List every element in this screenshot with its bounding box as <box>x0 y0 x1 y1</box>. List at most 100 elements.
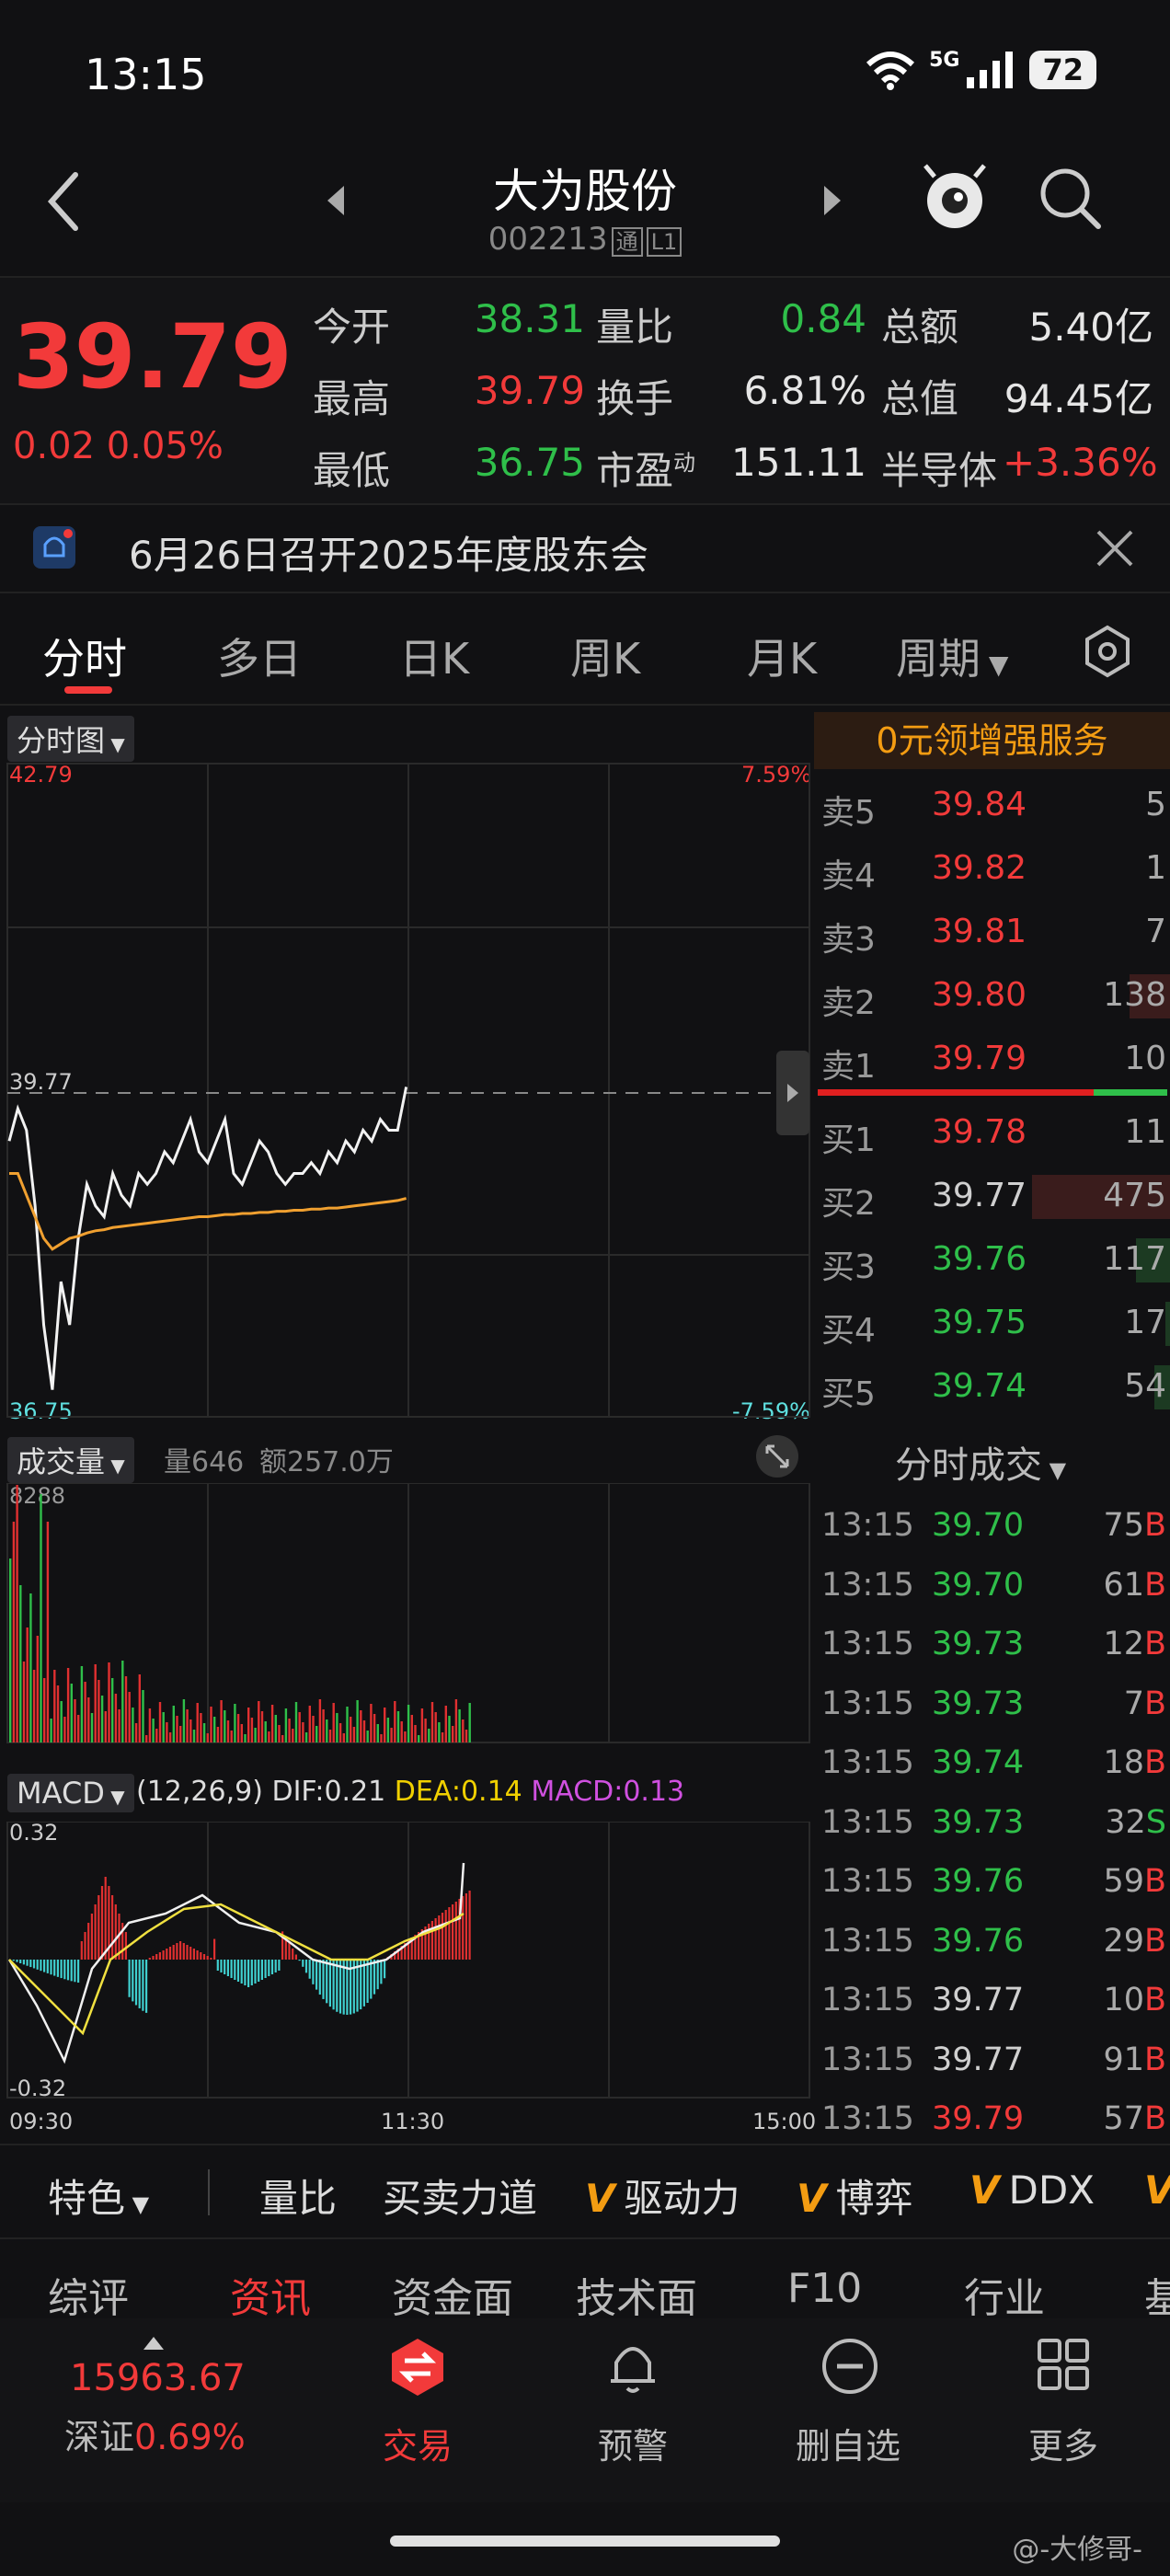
volume-bar <box>1164 1302 1170 1346</box>
sector-name[interactable]: 半导体 <box>881 448 998 493</box>
tick-row[interactable]: 13:15 39.73 7B <box>814 1676 1170 1735</box>
macd-bar <box>202 1954 206 1960</box>
wifi-icon <box>866 52 915 90</box>
macd-bar <box>53 1960 56 1976</box>
book-row[interactable]: 卖3 39.81 7 <box>814 902 1170 964</box>
macd-select[interactable]: MACD ▼ <box>7 1774 134 1812</box>
volume-bar <box>124 1676 128 1742</box>
indicator-game[interactable]: V 博弈 <box>797 2168 913 2224</box>
info-tabs: 综评 资讯 资金面 技术面 F10 行业 基 <box>0 2245 1170 2322</box>
volume-bar <box>244 1734 247 1742</box>
tab-monthly-k[interactable]: 月K <box>747 634 818 684</box>
tab-technical[interactable]: 技术面 <box>576 2275 697 2322</box>
volume-bar <box>60 1701 63 1742</box>
volume-bar <box>46 1522 50 1742</box>
book-row[interactable]: 买1 39.78 11 <box>814 1102 1170 1165</box>
prev-stock-icon[interactable] <box>324 182 348 219</box>
tab-industry[interactable]: 行业 <box>964 2275 1045 2322</box>
settings-hexagon-icon[interactable] <box>1080 624 1135 679</box>
price-chart[interactable] <box>0 708 814 1426</box>
tick-row[interactable]: 13:15 39.79 57B <box>814 2091 1170 2150</box>
tick-price: 39.73 <box>932 1803 1025 1841</box>
book-row[interactable]: 买3 39.76 117 <box>814 1229 1170 1292</box>
volume-bar <box>288 1719 291 1742</box>
tick-volume: 57B <box>1103 2100 1166 2137</box>
indicator-ddx[interactable]: V DDX <box>969 2168 1095 2213</box>
indicator-volume-ratio[interactable]: 量比 <box>259 2176 338 2221</box>
tick-row[interactable]: 13:15 39.73 12B <box>814 1616 1170 1675</box>
indicator-game-label: 博弈 <box>835 2176 913 2221</box>
tick-row[interactable]: 13:15 39.70 75B <box>814 1498 1170 1557</box>
notice-bar[interactable]: 6月26日召开2025年度股东会 <box>0 504 1170 593</box>
nav-alert[interactable]: 预警 <box>559 2318 706 2493</box>
tick-row[interactable]: 13:15 39.73 32S <box>814 1795 1170 1854</box>
volume-bar <box>1153 1365 1170 1409</box>
indicator-buy-sell-force[interactable]: 买卖力道 <box>383 2176 538 2221</box>
book-level-label: 买2 <box>821 1185 876 1223</box>
book-price: 39.79 <box>932 1040 1027 1077</box>
tick-row[interactable]: 13:15 39.77 91B <box>814 2032 1170 2091</box>
macd-bar <box>66 1960 70 1981</box>
tab-fund[interactable]: 基 <box>1144 2275 1170 2322</box>
home-indicator[interactable] <box>390 2536 780 2547</box>
tick-row[interactable]: 13:15 39.74 18B <box>814 1735 1170 1794</box>
promo-banner[interactable]: 0元领增强服务 <box>814 712 1170 769</box>
nav-more[interactable]: 更多 <box>990 2318 1137 2493</box>
ticks-title[interactable]: 分时成交 ▼ <box>895 1435 1066 1489</box>
sector-change[interactable]: +3.36% <box>1003 440 1158 485</box>
vip-v-icon: V <box>585 2176 615 2221</box>
close-icon[interactable] <box>1095 528 1135 569</box>
nav-trade[interactable]: 交易 <box>344 2318 491 2493</box>
stock-name: 大为股份 <box>493 165 677 218</box>
book-row[interactable]: 卖2 39.80 138 <box>814 965 1170 1028</box>
tab-intraday[interactable]: 分时 <box>42 634 127 684</box>
volume-bar <box>210 1707 212 1742</box>
feature-select[interactable]: 特色 ▼ <box>48 2168 149 2224</box>
volume-bar <box>352 1727 356 1742</box>
pe-label-text: 市盈 <box>596 448 674 493</box>
macd-bar <box>302 1960 304 1967</box>
assistant-robot-icon[interactable] <box>920 160 990 234</box>
tab-period[interactable]: 周期 ▼ <box>896 626 1008 686</box>
volume-bar <box>216 1727 220 1742</box>
tick-price: 39.76 <box>932 1863 1025 1900</box>
tick-row[interactable]: 13:15 39.70 61B <box>814 1558 1170 1616</box>
volume-select[interactable]: 成交量 ▼ <box>7 1437 134 1483</box>
macd-bar <box>356 1960 359 2012</box>
book-row[interactable]: 买4 39.75 17 <box>814 1293 1170 1355</box>
volume-chart[interactable] <box>0 1483 814 1759</box>
back-arrow-icon[interactable] <box>44 169 81 234</box>
macd-bar <box>284 1937 287 1960</box>
tab-f10[interactable]: F10 <box>787 2265 863 2312</box>
book-row[interactable]: 卖1 39.79 10 <box>814 1029 1170 1091</box>
tick-time: 13:15 <box>821 1744 914 1781</box>
tab-multiday[interactable]: 多日 <box>217 634 302 684</box>
tab-overview[interactable]: 综评 <box>48 2275 129 2322</box>
tab-news[interactable]: 资讯 <box>230 2275 311 2322</box>
book-row[interactable]: 买2 39.77 475 <box>814 1166 1170 1228</box>
macd-bar <box>200 1952 202 1960</box>
macd-chart[interactable] <box>0 1822 814 2107</box>
nav-remove-watchlist[interactable]: 删自选 <box>774 2318 922 2493</box>
search-icon[interactable] <box>1038 166 1102 230</box>
expand-icon[interactable] <box>754 1433 800 1479</box>
indicator-drive[interactable]: V 驱动力 <box>585 2168 740 2224</box>
tick-row[interactable]: 13:15 39.76 59B <box>814 1854 1170 1913</box>
tick-row[interactable]: 13:15 39.76 29B <box>814 1914 1170 1972</box>
book-row[interactable]: 买5 39.74 54 <box>814 1356 1170 1419</box>
next-stock-icon[interactable] <box>820 182 844 219</box>
tab-daily-k[interactable]: 日K <box>399 634 470 684</box>
macd-bar <box>234 1960 236 1980</box>
volume-bar <box>206 1733 209 1742</box>
volume-bar <box>192 1730 196 1742</box>
tab-capital[interactable]: 资金面 <box>392 2275 513 2322</box>
macd-bar <box>376 1960 379 1990</box>
tab-weekly-k[interactable]: 周K <box>570 634 641 684</box>
chart-mode-select[interactable]: 分时图 ▼ <box>7 716 134 762</box>
book-price: 39.80 <box>932 976 1027 1014</box>
book-row[interactable]: 卖4 39.82 1 <box>814 838 1170 901</box>
tick-row[interactable]: 13:15 39.77 10B <box>814 1972 1170 2031</box>
book-row[interactable]: 卖5 39.84 5 <box>814 775 1170 837</box>
volume-bar <box>264 1721 267 1742</box>
volume-bar <box>32 1670 36 1742</box>
